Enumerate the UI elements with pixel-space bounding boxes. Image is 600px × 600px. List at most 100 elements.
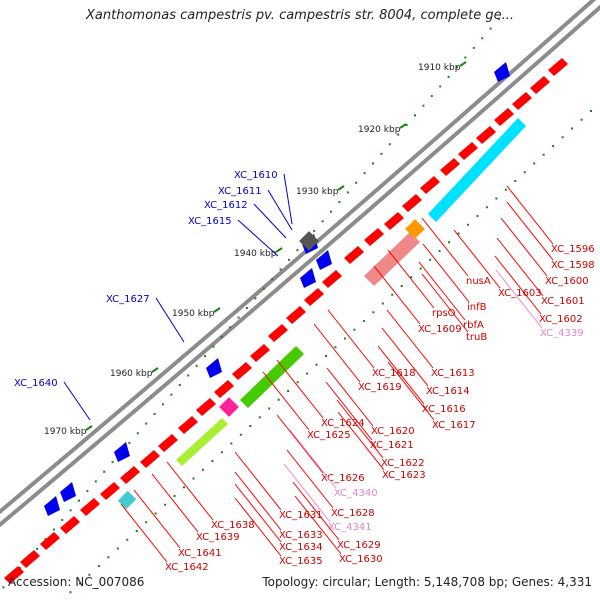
scale-dot-outer (187, 374, 190, 377)
forward-gene-arrow (80, 498, 100, 516)
scale-dot-outer (2, 586, 5, 589)
scale-dot-outer (498, 18, 500, 20)
scale-dot-outer (204, 355, 206, 358)
forward-gene-arrow (286, 306, 306, 324)
right-gene-label: XC_1630 (339, 554, 383, 565)
scale-dot-inner (410, 276, 413, 279)
label-leader-line (294, 495, 342, 555)
right-gene-label: XC_1609 (418, 324, 462, 335)
right-gene-label: XC_1628 (331, 508, 375, 519)
scale-dot-inner (485, 206, 488, 209)
forward-gene-arrow (494, 108, 514, 126)
right-gene-label: XC_4339 (540, 328, 584, 339)
reverse-gene-arrow (300, 268, 316, 288)
forward-gene-arrow (364, 228, 384, 246)
scale-dot-outer (36, 547, 38, 550)
forward-gene-arrow (214, 380, 234, 398)
label-leader-line (151, 473, 199, 533)
scale-dot-outer (128, 441, 131, 444)
forward-gene-arrow (304, 288, 324, 306)
scale-dot-outer (162, 403, 164, 406)
left-gene-label: XC_1610 (234, 170, 278, 181)
label-leader-line (292, 481, 340, 541)
scale-dot-inner (400, 285, 403, 287)
forward-gene-arrow (100, 482, 120, 500)
scale-dot-inner (466, 223, 469, 226)
forward-gene-arrow (344, 246, 364, 264)
ruler-label: 1950 kbp (172, 309, 215, 319)
scale-dot-outer (145, 422, 148, 425)
label-leader-line (387, 361, 435, 421)
forward-gene-arrow (250, 344, 270, 362)
right-gene-label: XC_1633 (279, 530, 323, 541)
forward-gene-arrow (20, 550, 40, 568)
scale-dot-inner (306, 372, 309, 375)
scale-dot-outer (313, 229, 316, 232)
scale-dot-inner (154, 512, 157, 515)
scale-dot-outer (153, 412, 156, 415)
label-leader-line (234, 471, 282, 531)
forward-gene-arrow (4, 566, 24, 584)
cds-band-green (240, 346, 304, 408)
label-leader-line (373, 265, 421, 325)
backbone-inner-line (0, 4, 600, 528)
right-gene-label: XC_1639 (196, 532, 240, 543)
ruler-tick (399, 123, 407, 129)
scale-dot-outer (69, 509, 72, 512)
scale-dot-inner (211, 460, 214, 462)
label-leader-line (421, 217, 469, 277)
scale-dot-inner (201, 468, 204, 471)
forward-gene-arrow (530, 76, 550, 94)
scale-dot-inner (126, 538, 129, 541)
reverse-gene-arrow (494, 62, 510, 82)
scale-dot-inner (97, 565, 100, 567)
scale-dot-outer (279, 268, 282, 271)
scale-dot-outer (346, 191, 349, 194)
scale-dot-inner (78, 582, 81, 585)
forward-gene-arrow (178, 416, 198, 434)
scale-dot-inner (135, 530, 138, 532)
scale-dot-outer (111, 461, 114, 464)
label-leader-line (325, 381, 373, 441)
ruler-label: 1940 kbp (234, 249, 277, 259)
reverse-gene-arrow (206, 358, 222, 378)
right-gene-label: rpsO (432, 308, 456, 319)
label-leader-line (262, 371, 310, 431)
label-leader-line (387, 249, 435, 309)
scale-dot-inner (561, 136, 564, 139)
label-leader-line (453, 229, 501, 289)
scale-dot-inner (296, 381, 299, 384)
scale-dot-outer (388, 143, 391, 146)
scale-dot-inner (571, 127, 574, 130)
scale-dot-inner (476, 215, 479, 217)
right-gene-label: XC_4341 (328, 522, 372, 533)
scale-dot-inner (429, 258, 432, 261)
reverse-gene-block-gray (299, 231, 319, 251)
ruler-tick (275, 247, 283, 253)
scale-dot-outer (254, 297, 257, 300)
ruler-tick (85, 425, 93, 431)
scale-dot-inner (448, 241, 451, 244)
scale-dot-outer (178, 384, 181, 387)
label-leader-line (418, 261, 466, 321)
right-gene-label: XC_1620 (371, 426, 415, 437)
scale-dot-inner (249, 425, 252, 427)
right-gene-label: XC_1621 (370, 440, 414, 451)
scale-dot-inner (391, 293, 394, 296)
scale-dot-inner (419, 267, 422, 270)
label-leader-line (253, 203, 287, 239)
left-gene-label: XC_1611 (218, 186, 262, 197)
scale-dot-inner (457, 232, 460, 235)
scale-dot-inner (69, 591, 72, 594)
scale-dot-inner (590, 110, 592, 112)
label-leader-line (496, 237, 544, 297)
ruler-tick (213, 307, 221, 313)
right-gene-label: XC_1622 (381, 458, 425, 469)
scale-dot-inner (277, 398, 280, 401)
right-gene-label: XC_1600 (545, 276, 589, 287)
scale-dot-outer (195, 364, 198, 367)
forward-gene-arrow (196, 398, 216, 416)
reverse-gene-arrow (60, 482, 76, 502)
scale-dot-inner (353, 328, 356, 331)
